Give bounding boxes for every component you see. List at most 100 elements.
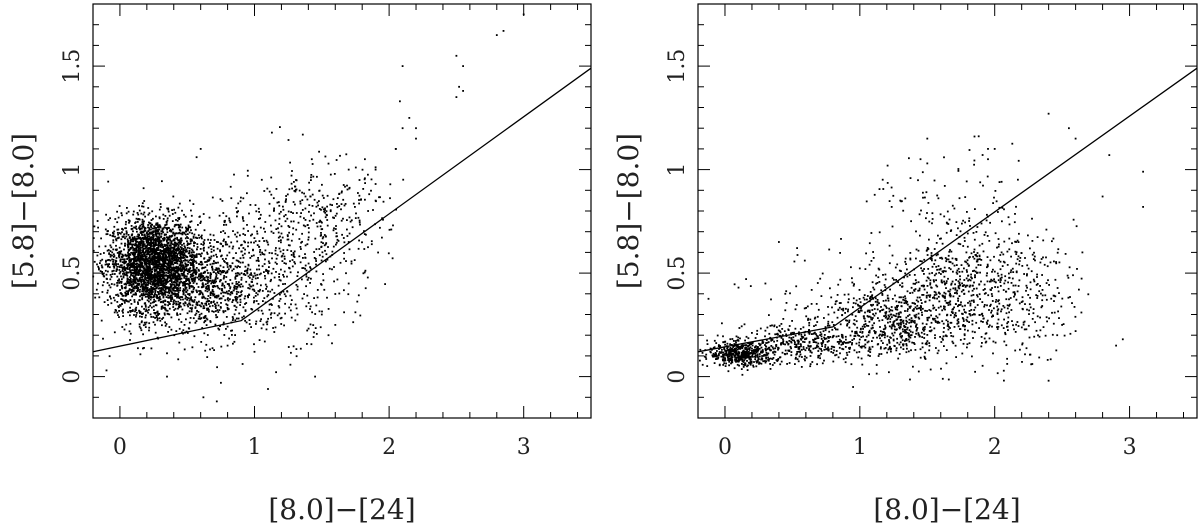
left-data-point [235, 317, 238, 320]
right-data-point [749, 341, 752, 344]
left-data-point [346, 188, 349, 191]
left-data-point [151, 238, 153, 241]
right-data-point [712, 347, 715, 349]
right-data-point [735, 350, 738, 352]
left-data-point [156, 265, 159, 268]
left-data-point [238, 247, 240, 250]
left-data-point [338, 292, 341, 295]
left-data-point [169, 261, 172, 264]
left-data-point [209, 279, 212, 282]
left-data-point [151, 258, 154, 261]
right-data-point [730, 362, 732, 365]
left-data-point [157, 237, 159, 240]
left-data-point [190, 310, 193, 313]
left-data-point [178, 278, 181, 280]
left-data-point [176, 253, 179, 255]
right-data-point [765, 351, 768, 354]
left-data-point [329, 209, 332, 212]
left-data-point [126, 274, 129, 277]
left-data-point [187, 261, 190, 263]
left-data-point [146, 293, 149, 296]
left-data-point [185, 233, 187, 236]
left-data-point [120, 282, 123, 284]
left-data-point [317, 204, 319, 207]
left-data-point [138, 270, 141, 272]
left-data-point [180, 321, 183, 323]
left-data-point [204, 266, 207, 269]
left-data-point [290, 316, 293, 319]
right-data-point [748, 354, 750, 357]
left-data-point [278, 212, 281, 215]
left-data-point [153, 266, 156, 269]
left-data-point [193, 268, 196, 271]
left-data-point [131, 243, 134, 246]
left-data-point [265, 239, 268, 242]
left-data-point [127, 253, 130, 255]
left-data-point [127, 210, 130, 213]
left-data-point [122, 308, 124, 311]
left-data-point [277, 231, 280, 234]
left-data-point [108, 355, 111, 358]
left-data-point [250, 272, 252, 275]
left-data-point [299, 347, 302, 350]
left-data-point [140, 255, 143, 258]
left-data-point [296, 275, 299, 277]
left-data-point [187, 293, 189, 295]
left-data-point [352, 321, 355, 324]
right-data-point [739, 356, 742, 359]
left-data-point [249, 268, 252, 271]
left-data-point [335, 212, 338, 215]
left-data-point [141, 205, 143, 208]
left-data-point [189, 317, 192, 319]
left-data-point [260, 178, 263, 181]
left-data-point [301, 191, 303, 194]
left-data-point [303, 293, 305, 295]
left-data-point [221, 258, 224, 260]
left-data-point [151, 283, 154, 286]
left-data-point [239, 298, 242, 301]
left-data-point [156, 266, 159, 269]
left-data-point [115, 238, 117, 241]
left-data-point [166, 236, 169, 239]
right-data-point [711, 354, 714, 357]
left-data-point [108, 252, 111, 255]
left-data-point [135, 277, 138, 279]
left-data-point [186, 278, 189, 281]
right-data-point [744, 362, 747, 365]
left-data-point [342, 217, 344, 220]
left-data-point [151, 223, 153, 226]
left-data-point [163, 278, 165, 280]
right-data-point [737, 336, 740, 339]
left-data-point [215, 314, 217, 316]
left-data-point [118, 232, 121, 234]
left-data-point [331, 250, 334, 253]
right-data-point [743, 350, 746, 353]
left-data-point [148, 229, 151, 231]
left-data-point [276, 254, 279, 257]
left-data-point [231, 329, 233, 332]
left-data-point [119, 280, 122, 283]
left-data-point [118, 269, 121, 271]
right-data-point [725, 349, 728, 352]
left-data-point [226, 263, 229, 266]
right-data-point [756, 350, 759, 353]
left-data-point [147, 266, 150, 269]
left-data-point [342, 198, 345, 201]
left-data-point [107, 265, 109, 268]
left-data-point [208, 256, 211, 259]
left-data-point [135, 249, 138, 252]
left-data-point [147, 226, 149, 229]
left-data-point [243, 240, 246, 243]
left-data-point [182, 250, 185, 252]
left-data-point [266, 269, 268, 272]
left-data-point [146, 295, 149, 298]
left-data-point [181, 308, 184, 311]
left-data-point [100, 237, 102, 240]
left-data-point [138, 205, 140, 207]
left-data-point [146, 287, 149, 290]
left-data-point [264, 258, 266, 261]
left-data-point [175, 223, 178, 226]
left-data-point [151, 234, 154, 237]
left-data-point [193, 242, 195, 245]
left-data-point [205, 343, 208, 346]
